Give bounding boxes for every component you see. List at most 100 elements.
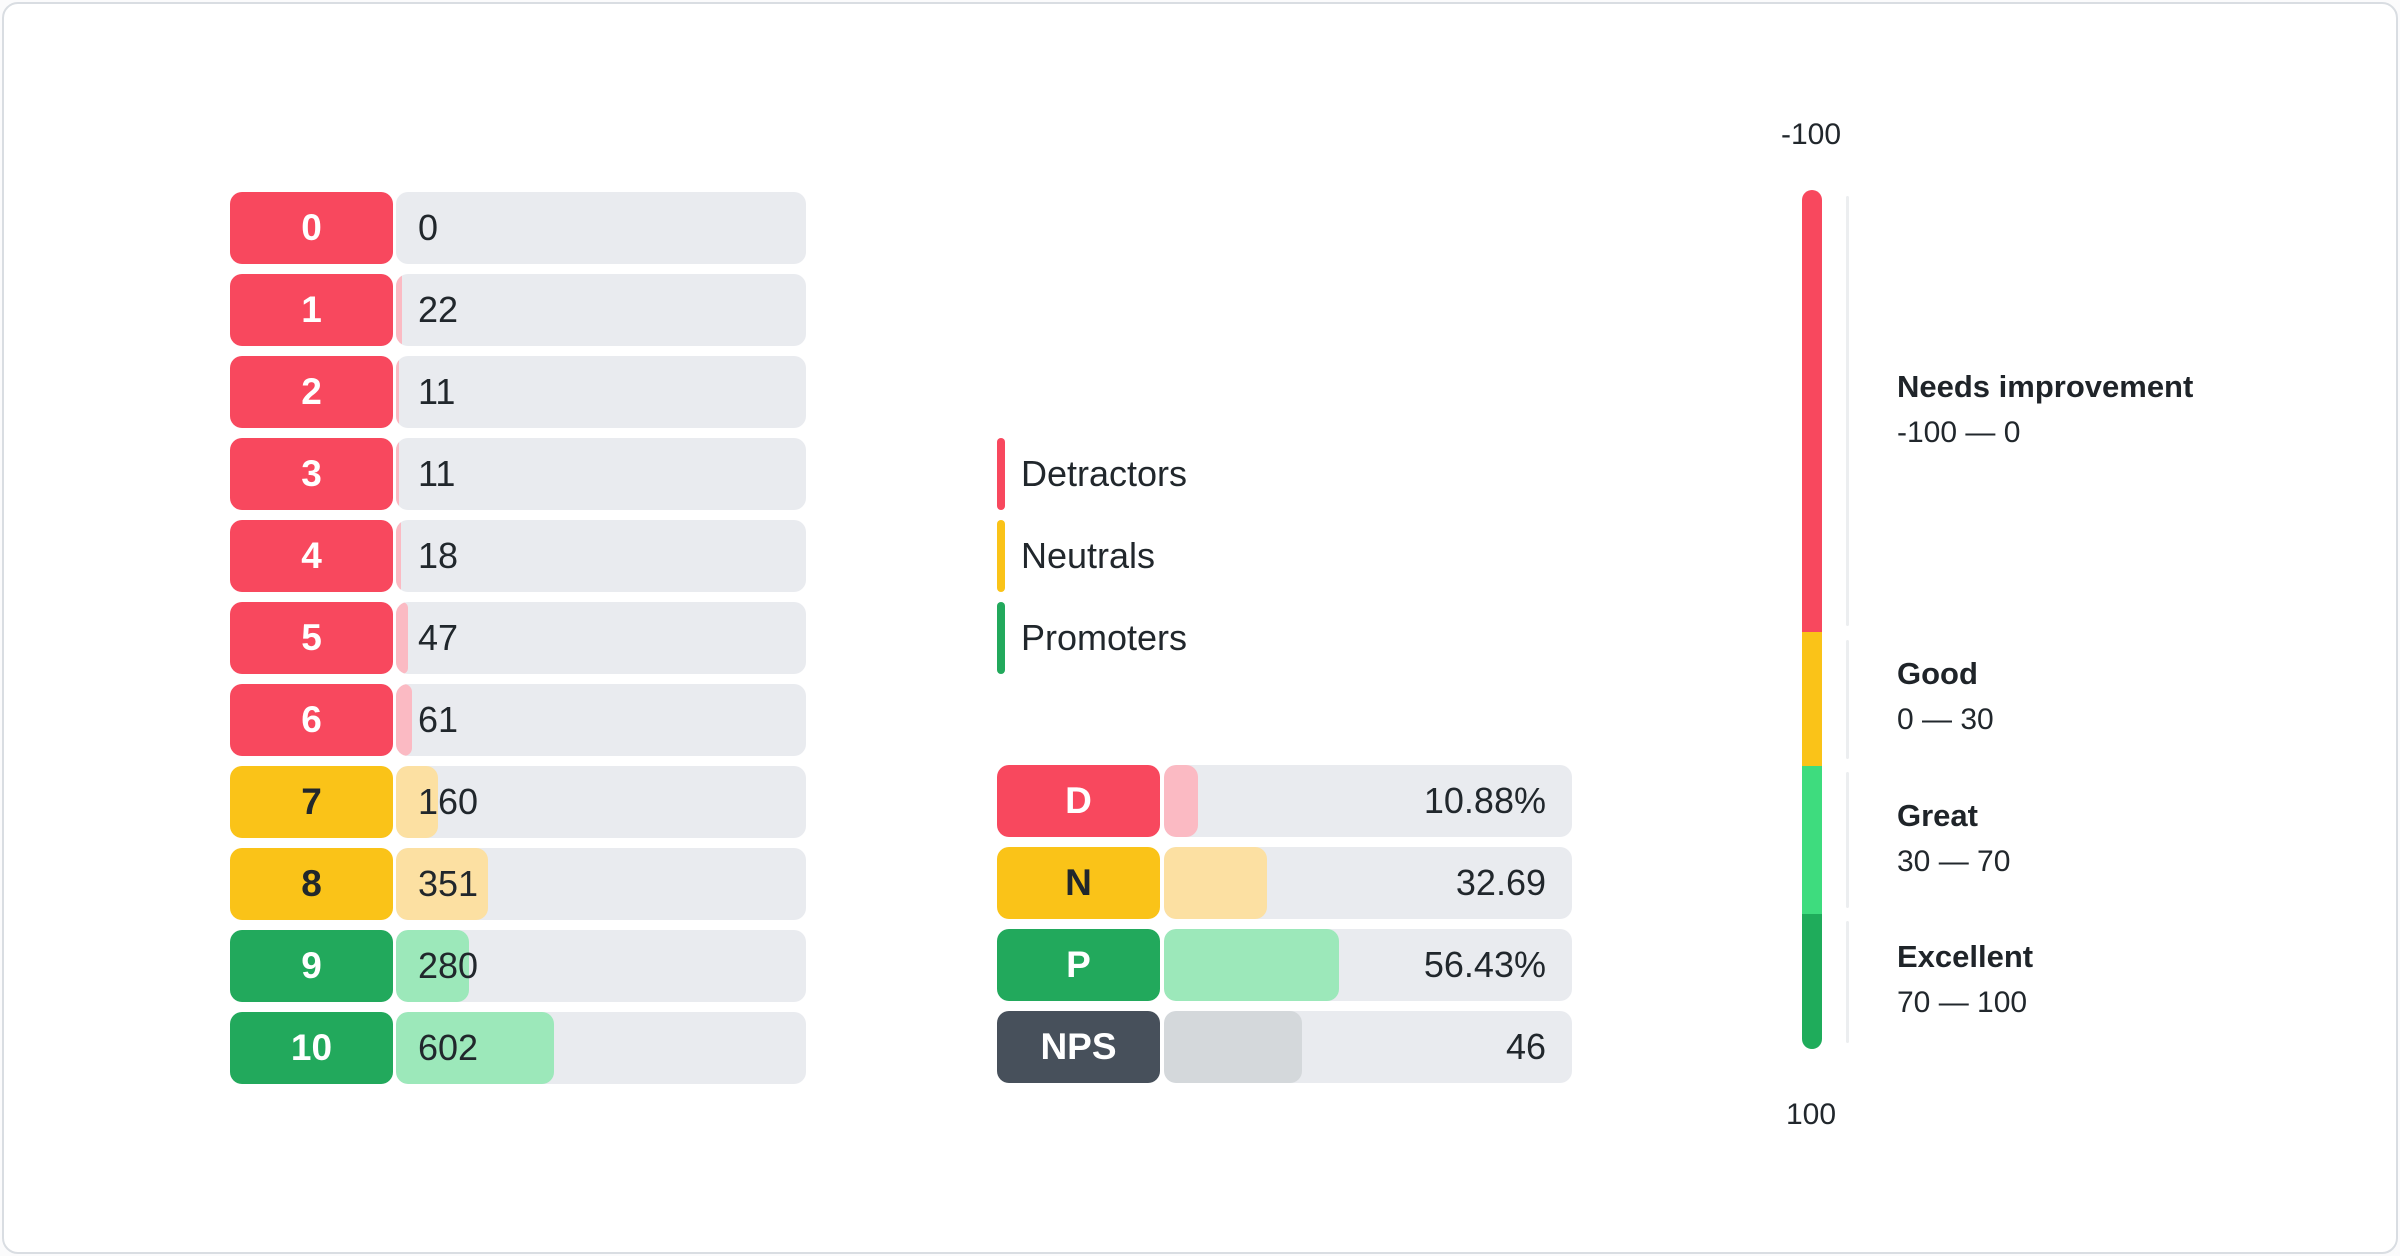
summary-fill-p bbox=[1164, 929, 1340, 1001]
summary-row-nps: NPS 46 bbox=[997, 1011, 1572, 1083]
range-values: -100 — 0 bbox=[1897, 416, 2021, 449]
gauge-divider-segment bbox=[1846, 640, 1849, 759]
score-row-10: 10 602 bbox=[230, 1012, 806, 1084]
summary-row-detractors: D 10.88% bbox=[997, 765, 1572, 837]
score-row-3: 3 11 bbox=[230, 438, 806, 510]
score-value-0: 0 bbox=[418, 207, 439, 248]
gauge-max-tick: -100 bbox=[1780, 118, 1842, 151]
summary-track-p: 56.43% bbox=[1164, 929, 1572, 1001]
range-title: Needs improvement bbox=[1897, 369, 2194, 404]
score-value-10: 602 bbox=[418, 1027, 479, 1068]
legend-label: Neutrals bbox=[1021, 535, 1156, 576]
gauge-segment-excellent bbox=[1802, 914, 1822, 1049]
gauge-divider-segment bbox=[1846, 196, 1849, 626]
legend-label: Detractors bbox=[1021, 453, 1188, 494]
score-fill-6 bbox=[396, 684, 412, 756]
score-row-0: 0 0 bbox=[230, 192, 806, 264]
score-row-2: 2 11 bbox=[230, 356, 806, 428]
score-badge-8: 8 bbox=[230, 848, 393, 920]
nps-gauge-bar bbox=[1802, 190, 1822, 1049]
summary-value-p: 56.43% bbox=[1423, 944, 1546, 985]
summary-badge-d: D bbox=[997, 765, 1160, 837]
gauge-range-excellent: Excellent 70 — 100 bbox=[1897, 934, 2327, 1026]
score-track-6: 61 bbox=[396, 684, 806, 756]
score-badge-1: 1 bbox=[230, 274, 393, 346]
summary-row-promoters: P 56.43% bbox=[997, 929, 1572, 1001]
score-track-1: 22 bbox=[396, 274, 806, 346]
score-fill-8 bbox=[396, 848, 489, 920]
score-fill-3 bbox=[396, 438, 399, 510]
gauge-divider-segment bbox=[1846, 772, 1849, 908]
gauge-min-tick: 100 bbox=[1785, 1098, 1837, 1131]
score-track-10: 602 bbox=[396, 1012, 806, 1084]
summary-badge-n: N bbox=[997, 847, 1160, 919]
score-track-5: 47 bbox=[396, 602, 806, 674]
score-label: 7 bbox=[301, 781, 322, 822]
score-row-6: 6 61 bbox=[230, 684, 806, 756]
score-value-2: 11 bbox=[418, 371, 456, 412]
summary-label: P bbox=[1066, 944, 1091, 985]
range-title: Excellent bbox=[1897, 939, 2034, 974]
score-row-7: 7 160 bbox=[230, 766, 806, 838]
score-track-8: 351 bbox=[396, 848, 806, 920]
range-values: 30 — 70 bbox=[1897, 845, 2011, 878]
gauge-segment-good bbox=[1802, 632, 1822, 766]
range-values: 0 — 30 bbox=[1897, 703, 1994, 736]
score-track-7: 160 bbox=[396, 766, 806, 838]
score-row-1: 1 22 bbox=[230, 274, 806, 346]
gauge-divider-segment bbox=[1846, 921, 1849, 1043]
detractors-color-bar bbox=[997, 438, 1005, 510]
score-track-9: 280 bbox=[396, 930, 806, 1002]
score-badge-0: 0 bbox=[230, 192, 393, 264]
gauge-segment-needs-improvement bbox=[1802, 190, 1822, 633]
score-label: 1 bbox=[301, 289, 322, 330]
summary-value-d: 10.88% bbox=[1423, 780, 1546, 821]
range-title: Great bbox=[1897, 798, 1978, 833]
summary-label: D bbox=[1065, 780, 1092, 821]
summary-track-nps: 46 bbox=[1164, 1011, 1572, 1083]
gauge-range-needs-improvement: Needs improvement -100 — 0 bbox=[1897, 364, 2327, 456]
score-badge-3: 3 bbox=[230, 438, 393, 510]
range-title: Good bbox=[1897, 656, 1978, 691]
score-fill-7 bbox=[396, 766, 438, 838]
gauge-range-good: Good 0 — 30 bbox=[1897, 651, 2327, 743]
score-value-9: 280 bbox=[418, 945, 479, 986]
score-label: 4 bbox=[301, 535, 322, 576]
summary-badge-nps: NPS bbox=[997, 1011, 1160, 1083]
summary-label: NPS bbox=[1040, 1026, 1117, 1067]
score-label: 9 bbox=[301, 945, 322, 986]
score-fill-4 bbox=[396, 520, 401, 592]
summary-row-neutrals: N 32.69 bbox=[997, 847, 1572, 919]
score-fill-5 bbox=[396, 602, 409, 674]
score-badge-6: 6 bbox=[230, 684, 393, 756]
score-value-7: 160 bbox=[418, 781, 479, 822]
score-badge-4: 4 bbox=[230, 520, 393, 592]
score-badge-7: 7 bbox=[230, 766, 393, 838]
summary-badge-p: P bbox=[997, 929, 1160, 1001]
score-label: 2 bbox=[301, 371, 322, 412]
score-label: 3 bbox=[301, 453, 322, 494]
promoters-color-bar bbox=[997, 602, 1005, 674]
summary-track-d: 10.88% bbox=[1164, 765, 1572, 837]
score-row-8: 8 351 bbox=[230, 848, 806, 920]
score-label: 8 bbox=[301, 863, 322, 904]
score-label: 6 bbox=[301, 699, 322, 740]
score-value-5: 47 bbox=[418, 617, 459, 658]
score-fill-9 bbox=[396, 930, 470, 1002]
summary-value-n: 32.69 bbox=[1455, 862, 1546, 903]
score-badge-5: 5 bbox=[230, 602, 393, 674]
summary-fill-d bbox=[1164, 765, 1198, 837]
score-badge-2: 2 bbox=[230, 356, 393, 428]
neutrals-color-bar bbox=[997, 520, 1005, 592]
score-value-1: 22 bbox=[418, 289, 459, 330]
score-row-5: 5 47 bbox=[230, 602, 806, 674]
score-track-2: 11 bbox=[396, 356, 806, 428]
score-value-6: 61 bbox=[418, 699, 459, 740]
summary-fill-nps bbox=[1164, 1011, 1303, 1083]
gauge-range-great: Great 30 — 70 bbox=[1897, 793, 2327, 885]
score-value-4: 18 bbox=[418, 535, 459, 576]
range-values: 70 — 100 bbox=[1897, 986, 2028, 1019]
score-fill-1 bbox=[396, 274, 402, 346]
score-badge-9: 9 bbox=[230, 930, 393, 1002]
score-badge-10: 10 bbox=[230, 1012, 393, 1084]
